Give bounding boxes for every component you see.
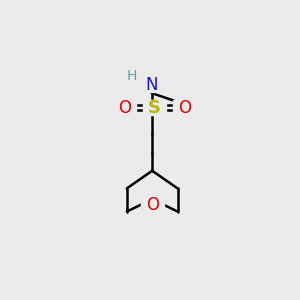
Bar xyxy=(141,198,164,213)
Bar xyxy=(173,100,196,115)
Bar xyxy=(113,100,136,115)
Text: S: S xyxy=(148,99,161,117)
Text: H: H xyxy=(126,69,136,83)
Text: N: N xyxy=(145,76,158,94)
Bar xyxy=(143,100,166,115)
Text: O: O xyxy=(118,99,131,117)
Bar xyxy=(120,68,143,84)
Bar xyxy=(140,77,163,92)
Text: O: O xyxy=(178,99,191,117)
Text: O: O xyxy=(146,196,159,214)
